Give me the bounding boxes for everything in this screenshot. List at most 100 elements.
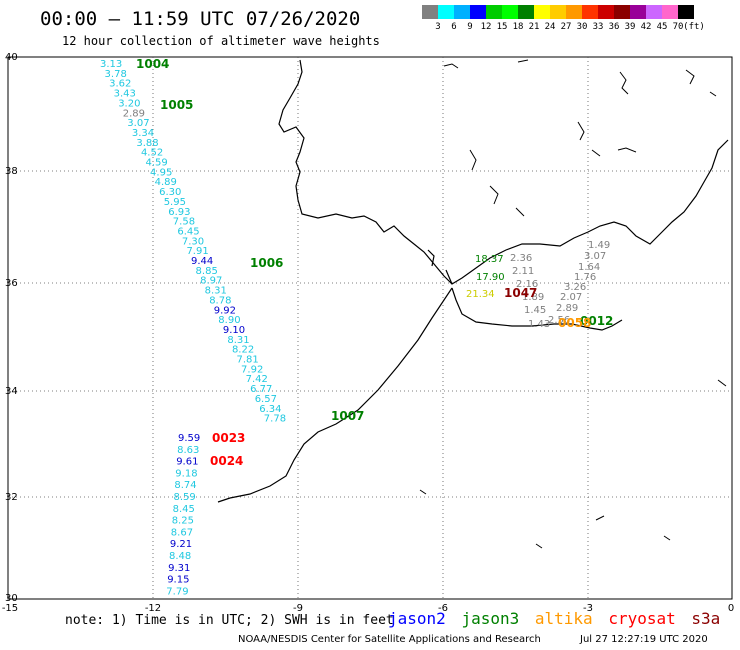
wave-height-label: 8.74	[174, 480, 196, 491]
pass-time-label: 0012	[580, 314, 613, 328]
wave-height-label: 8.67	[171, 527, 193, 538]
coastline-fragments	[419, 59, 727, 549]
wave-height-label: 8.63	[177, 445, 199, 456]
wave-height-label: 7.42	[246, 374, 268, 385]
pass-time-label: 0023	[212, 431, 245, 445]
wave-height-label: 8.31	[227, 335, 249, 346]
wave-height-label: 8.97	[200, 276, 222, 287]
wave-height-label: 8.59	[174, 492, 196, 503]
wave-height-label: 5.95	[164, 197, 186, 208]
lon-label-3: -6	[438, 603, 448, 614]
pass-time-label: 0024	[210, 454, 243, 468]
color-swatch	[614, 5, 630, 19]
pass-time-label: 1005	[160, 98, 193, 112]
color-scale-label: 3	[435, 22, 441, 32]
lon-label-4: -3	[583, 603, 593, 614]
color-swatch	[454, 5, 470, 19]
credit-line: NOAA/NESDIS Center for Satellite Applica…	[238, 634, 541, 645]
pass-time-label: 1004	[136, 57, 169, 71]
color-scale-label: 42	[640, 22, 652, 32]
lat-label-4: 32	[5, 492, 18, 503]
wave-height-label: 7.91	[186, 246, 208, 257]
color-scale-label: 15	[496, 22, 508, 32]
wave-height-label: 4.89	[155, 177, 177, 188]
wave-height-label: 1.49	[588, 240, 610, 251]
pass-time-label: 0058	[558, 316, 591, 330]
color-swatch	[582, 5, 598, 19]
wave-height-label: 8.45	[173, 504, 195, 515]
wave-height-label: 9.44	[191, 256, 213, 267]
wave-height-label: 9.61	[176, 457, 198, 468]
color-swatch	[646, 5, 662, 19]
wave-height-label: 1.64	[578, 262, 600, 273]
legend-s3a: s3a	[691, 609, 721, 628]
wave-height-label: 3.07	[584, 251, 606, 262]
wave-height-label: 9.15	[167, 575, 189, 586]
wave-height-label: 1.45	[524, 305, 546, 316]
wave-height-label: 1.76	[574, 272, 596, 283]
lon-tick-labels: -15 -12 -9 -6 -3 0	[2, 603, 734, 614]
wave-height-label: 6.77	[250, 384, 272, 395]
color-swatch	[422, 5, 438, 19]
wave-height-label: 1.43	[528, 319, 550, 330]
wave-height-label: 6.45	[177, 226, 199, 237]
color-swatch	[486, 5, 502, 19]
pass-time-label: 1047	[504, 286, 537, 300]
wave-height-label: 4.95	[150, 167, 172, 178]
wave-height-label: 6.30	[159, 187, 181, 198]
color-swatch	[534, 5, 550, 19]
lon-label-2: -9	[293, 603, 303, 614]
lat-label-0: 40	[5, 52, 18, 63]
wave-height-label: 3.78	[105, 69, 127, 80]
wave-height-label: 3.34	[132, 128, 154, 139]
lat-label-5: 30	[5, 593, 18, 604]
legend-jason3: jason3	[461, 609, 520, 628]
color-swatch	[630, 5, 646, 19]
color-scale-label: 21	[528, 22, 540, 32]
lat-label-3: 34	[5, 386, 18, 397]
wave-height-label: 3.13	[100, 59, 122, 70]
wave-height-label: 17.90	[476, 272, 505, 283]
wave-height-label: 9.18	[175, 468, 197, 479]
footnote: note: 1) Time is in UTC; 2) SWH is in fe…	[65, 613, 394, 628]
wave-height-label: 4.52	[141, 148, 163, 159]
pass-time-label: 1006	[250, 256, 283, 270]
wave-height-label: 8.78	[209, 295, 231, 306]
color-scale-label: 6	[451, 22, 457, 32]
graticule	[8, 57, 732, 599]
wave-height-label: 6.93	[168, 207, 190, 218]
wave-height-label: 1.89	[522, 292, 544, 303]
color-scale-label: 39	[624, 22, 636, 32]
color-swatch	[598, 5, 614, 19]
wave-height-label: 2.16	[516, 279, 538, 290]
wave-height-label: 3.62	[109, 79, 131, 90]
wave-height-label: 6.34	[259, 404, 281, 415]
wave-height-label: 2.56	[548, 315, 570, 326]
wave-height-label: 2.36	[510, 253, 532, 264]
wave-height-label: 8.31	[205, 286, 227, 297]
wave-height-label: 7.78	[264, 414, 286, 425]
lat-label-1: 38	[5, 166, 18, 177]
color-scale-label: 33	[592, 22, 604, 32]
wave-height-label: 8.48	[169, 551, 191, 562]
wave-height-label: 7.79	[166, 586, 188, 597]
wave-height-label: 8.25	[172, 516, 194, 527]
color-swatch	[566, 5, 582, 19]
wave-height-label: 2.89	[556, 303, 578, 314]
wave-height-label: 8.90	[218, 315, 240, 326]
lat-tick-labels: 40 38 36 34 32 30	[5, 52, 18, 604]
color-swatch	[550, 5, 566, 19]
wave-height-label: 7.81	[237, 355, 259, 366]
color-scale-label: 45	[656, 22, 668, 32]
color-swatch	[678, 5, 694, 19]
page-subtitle: 12 hour collection of altimeter wave hei…	[62, 34, 380, 48]
wave-height-label: 9.10	[223, 325, 245, 336]
legend-cryosat: cryosat	[608, 609, 676, 628]
wave-height-label: 7.30	[182, 236, 204, 247]
wave-height-label: 2.07	[560, 292, 582, 303]
wave-height-label: 4.59	[146, 158, 168, 169]
legend-jason2: jason2	[388, 609, 446, 628]
wave-height-label: 7.58	[173, 217, 195, 228]
